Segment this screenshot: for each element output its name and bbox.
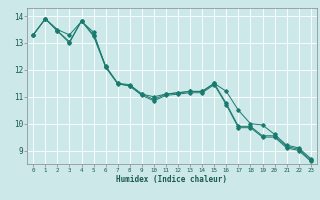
- X-axis label: Humidex (Indice chaleur): Humidex (Indice chaleur): [116, 175, 228, 184]
